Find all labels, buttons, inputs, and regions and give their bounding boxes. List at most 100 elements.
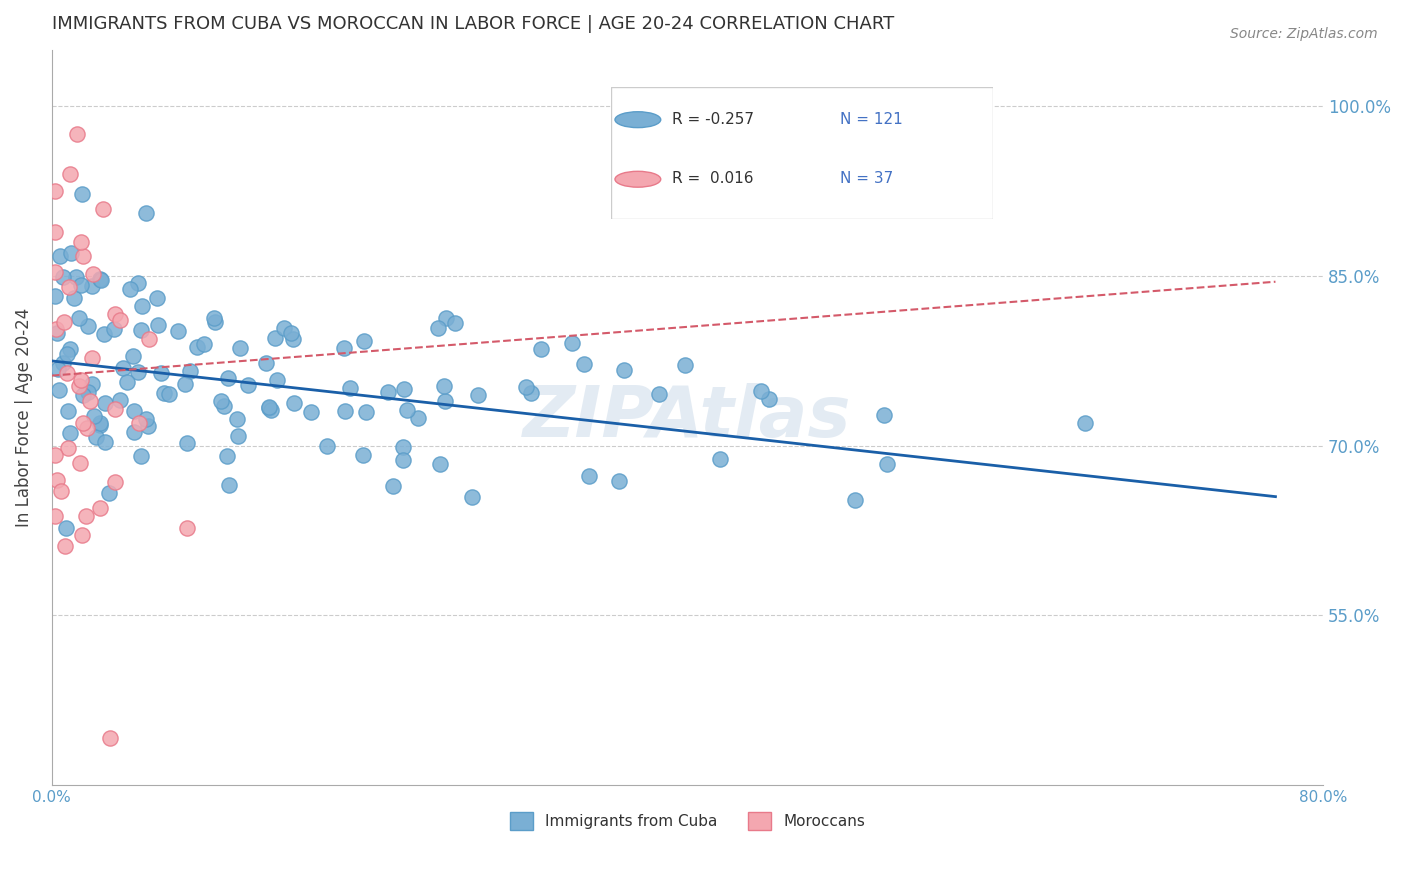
Moroccans xyxy=(110,313,132,327)
Immigrants from Cuba xyxy=(260,402,283,417)
Moroccans xyxy=(75,508,97,523)
Immigrants from Cuba xyxy=(381,479,404,493)
Immigrants from Cuba xyxy=(112,361,135,376)
Immigrants from Cuba xyxy=(530,342,553,356)
Immigrants from Cuba xyxy=(461,490,484,504)
Immigrants from Cuba xyxy=(82,376,104,391)
Immigrants from Cuba xyxy=(273,321,295,335)
Moroccans xyxy=(176,521,198,535)
Immigrants from Cuba xyxy=(52,356,75,370)
Immigrants from Cuba xyxy=(434,311,457,326)
Immigrants from Cuba xyxy=(259,401,281,415)
Immigrants from Cuba xyxy=(146,318,169,332)
Immigrants from Cuba xyxy=(333,341,356,355)
Text: Source: ZipAtlas.com: Source: ZipAtlas.com xyxy=(1230,27,1378,41)
Immigrants from Cuba xyxy=(82,279,104,293)
Immigrants from Cuba xyxy=(352,448,374,462)
Immigrants from Cuba xyxy=(120,282,142,296)
Immigrants from Cuba xyxy=(263,331,285,345)
Immigrants from Cuba xyxy=(108,393,131,408)
Immigrants from Cuba xyxy=(52,270,75,285)
Immigrants from Cuba xyxy=(396,403,419,417)
Immigrants from Cuba xyxy=(157,387,180,401)
Immigrants from Cuba xyxy=(226,428,249,442)
Immigrants from Cuba xyxy=(257,400,280,414)
Immigrants from Cuba xyxy=(134,412,156,426)
Immigrants from Cuba xyxy=(427,321,450,335)
Immigrants from Cuba xyxy=(212,399,235,413)
Immigrants from Cuba xyxy=(283,395,305,409)
Immigrants from Cuba xyxy=(55,521,77,535)
Immigrants from Cuba xyxy=(49,249,72,263)
Immigrants from Cuba xyxy=(136,418,159,433)
Legend: Immigrants from Cuba, Moroccans: Immigrants from Cuba, Moroccans xyxy=(503,805,872,837)
Immigrants from Cuba xyxy=(377,385,399,400)
Moroccans xyxy=(82,268,104,282)
Moroccans xyxy=(44,225,66,239)
Immigrants from Cuba xyxy=(218,477,240,491)
Immigrants from Cuba xyxy=(229,342,252,356)
Immigrants from Cuba xyxy=(59,246,82,260)
Immigrants from Cuba xyxy=(56,404,79,418)
Immigrants from Cuba xyxy=(127,276,149,290)
Moroccans xyxy=(66,127,89,141)
Immigrants from Cuba xyxy=(173,377,195,392)
Immigrants from Cuba xyxy=(70,278,93,293)
Immigrants from Cuba xyxy=(266,373,288,387)
Moroccans xyxy=(45,322,67,336)
Immigrants from Cuba xyxy=(1074,416,1097,430)
Immigrants from Cuba xyxy=(561,336,583,351)
Moroccans xyxy=(44,449,66,463)
Immigrants from Cuba xyxy=(186,340,208,354)
Moroccans xyxy=(46,473,69,487)
Immigrants from Cuba xyxy=(70,187,93,202)
Moroccans xyxy=(104,401,127,416)
Moroccans xyxy=(72,416,94,430)
Immigrants from Cuba xyxy=(202,311,225,326)
Immigrants from Cuba xyxy=(204,314,226,328)
Moroccans xyxy=(67,379,90,393)
Immigrants from Cuba xyxy=(72,388,94,402)
Immigrants from Cuba xyxy=(613,363,636,377)
Immigrants from Cuba xyxy=(609,475,631,489)
Immigrants from Cuba xyxy=(844,492,866,507)
Moroccans xyxy=(98,731,121,745)
Immigrants from Cuba xyxy=(434,394,457,409)
Immigrants from Cuba xyxy=(56,346,79,360)
Immigrants from Cuba xyxy=(63,292,86,306)
Immigrants from Cuba xyxy=(46,362,69,376)
Moroccans xyxy=(58,279,80,293)
Immigrants from Cuba xyxy=(209,394,232,409)
Immigrants from Cuba xyxy=(408,410,430,425)
Moroccans xyxy=(53,315,76,329)
Immigrants from Cuba xyxy=(90,273,112,287)
Immigrants from Cuba xyxy=(67,310,90,325)
Immigrants from Cuba xyxy=(520,385,543,400)
Immigrants from Cuba xyxy=(876,457,898,471)
Immigrants from Cuba xyxy=(515,380,537,394)
Moroccans xyxy=(104,307,127,321)
Immigrants from Cuba xyxy=(77,319,100,334)
Immigrants from Cuba xyxy=(315,439,337,453)
Immigrants from Cuba xyxy=(122,404,145,418)
Immigrants from Cuba xyxy=(94,395,117,409)
Moroccans xyxy=(51,483,73,498)
Immigrants from Cuba xyxy=(89,416,111,430)
Moroccans xyxy=(44,184,66,198)
Immigrants from Cuba xyxy=(673,359,696,373)
Immigrants from Cuba xyxy=(215,450,238,464)
Immigrants from Cuba xyxy=(44,289,66,303)
Immigrants from Cuba xyxy=(122,425,145,439)
Moroccans xyxy=(72,249,94,263)
Immigrants from Cuba xyxy=(443,316,465,330)
Moroccans xyxy=(56,442,79,456)
Immigrants from Cuba xyxy=(129,323,152,337)
Immigrants from Cuba xyxy=(127,365,149,379)
Immigrants from Cuba xyxy=(179,364,201,378)
Immigrants from Cuba xyxy=(97,486,120,500)
Immigrants from Cuba xyxy=(709,452,731,467)
Moroccans xyxy=(138,332,160,346)
Immigrants from Cuba xyxy=(254,357,277,371)
Immigrants from Cuba xyxy=(166,324,188,338)
Immigrants from Cuba xyxy=(129,449,152,463)
